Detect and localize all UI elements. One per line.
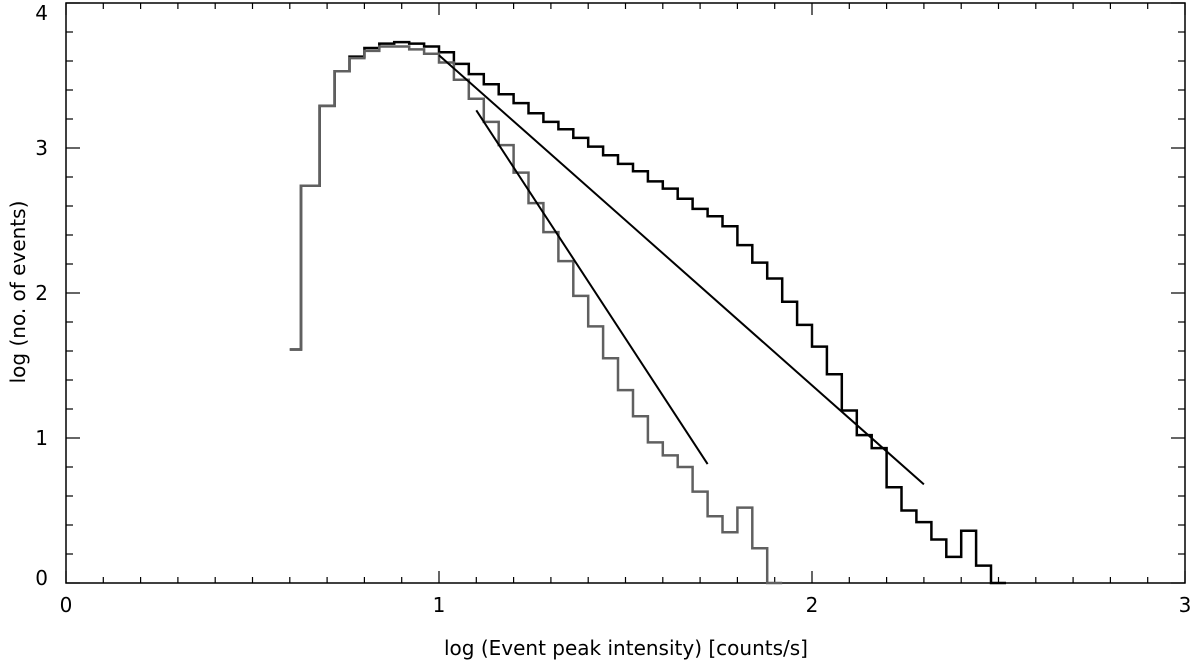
x-tick-label: 0: [60, 593, 73, 617]
axis-ticks: 0 1 2 3 0 1 2 3 4: [35, 1, 1191, 617]
histogram-series-0: [289, 40, 1006, 585]
y-tick-label: 0: [35, 566, 48, 590]
fit-line-3: [475, 109, 709, 465]
x-tick-label: 2: [806, 593, 819, 617]
y-tick-label: 4: [35, 1, 48, 25]
x-tick-label: 3: [1179, 593, 1192, 617]
y-axis-title: log (no. of events): [6, 201, 30, 384]
x-tick-label: 1: [433, 593, 446, 617]
y-tick-label: 2: [35, 281, 48, 305]
y-tick-label: 1: [35, 426, 48, 450]
data-series: [289, 40, 1006, 585]
fit-line-2: [438, 54, 925, 486]
plot-frame: [65, 2, 1186, 584]
histogram-series-1: [289, 45, 783, 585]
y-tick-label: 3: [35, 136, 48, 160]
x-axis-title: log (Event peak intensity) [counts/s]: [444, 636, 808, 660]
